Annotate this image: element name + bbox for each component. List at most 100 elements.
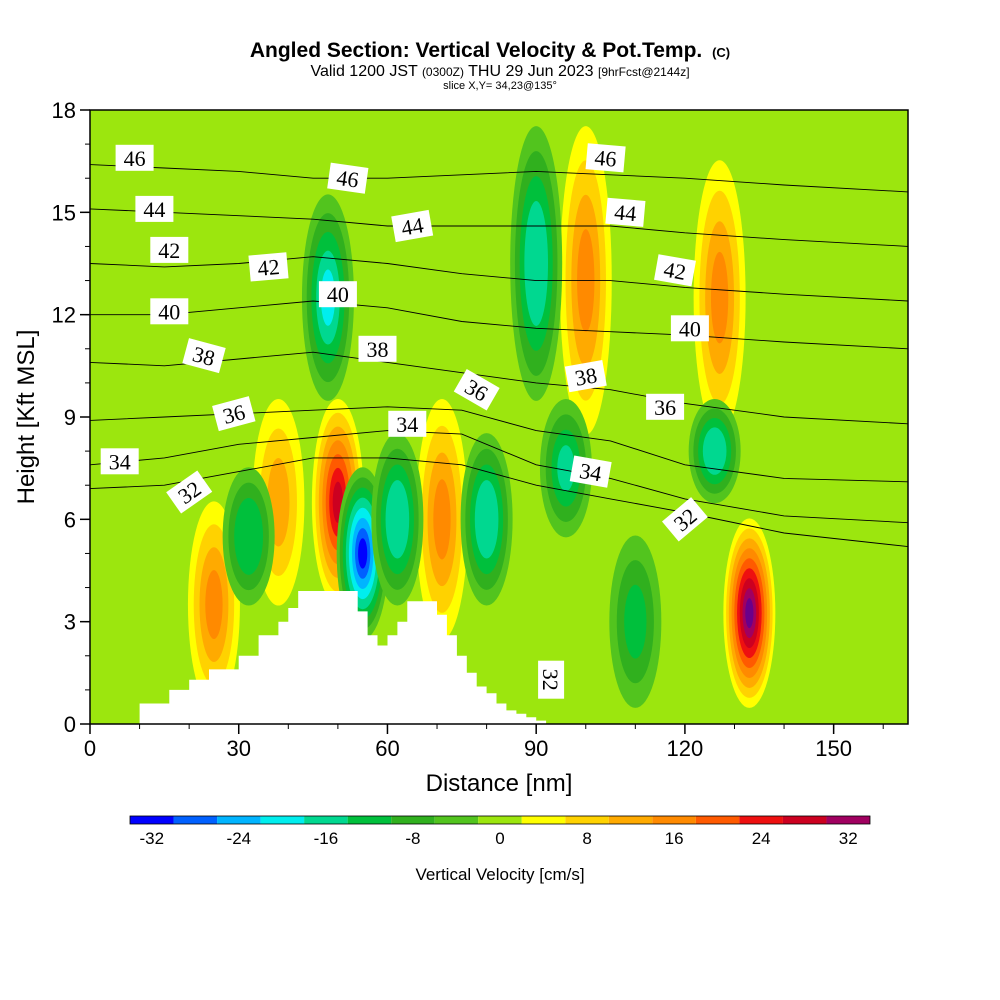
colorbar-swatch [739, 816, 783, 824]
x-axis-label: Distance [nm] [426, 770, 573, 797]
colorbar-swatch [347, 816, 392, 824]
colorbar-swatch [130, 816, 174, 824]
velocity-shade [557, 445, 575, 492]
isentrope-line [90, 208, 908, 247]
contour-label-bg [453, 368, 500, 411]
updraft-column [415, 398, 468, 640]
contour-label-text: 40 [679, 316, 701, 341]
colorbar-swatch [304, 816, 348, 824]
isentrope-line [90, 256, 908, 302]
velocity-shade [529, 226, 544, 301]
contour-label: 42 [654, 254, 696, 287]
x-tick-label: 150 [815, 736, 852, 761]
x-tick-label: 90 [524, 736, 548, 761]
contour-label-bg [538, 660, 565, 699]
contour-label-bg [115, 144, 154, 171]
colorbar-swatch [608, 816, 653, 824]
colorbar-tick-label: 24 [752, 829, 771, 848]
x-tick-label: 0 [84, 736, 96, 761]
downdraft-column [510, 126, 563, 401]
contour-label-text: 40 [158, 299, 180, 324]
y-tick-label: 3 [64, 610, 76, 635]
colorbar-swatch [260, 816, 305, 824]
velocity-shade [707, 436, 722, 466]
contour-label: 44 [605, 197, 646, 227]
contour-label-bg [564, 359, 607, 393]
contour-label: 44 [135, 195, 174, 222]
contour-label-text: 44 [613, 199, 637, 226]
x-axis: 0 30 60 90 120 150 [84, 724, 884, 761]
contour-label: 40 [670, 315, 709, 342]
contour-label-text: 32 [538, 669, 563, 691]
contour-label-bg [100, 448, 139, 475]
isentrope-line [90, 457, 908, 548]
contour-label-text: 46 [335, 165, 360, 193]
colorbar-tick-label: -32 [139, 829, 164, 848]
contour-label: 46 [585, 143, 626, 173]
y-axis-label: Height [Kft MSL] [13, 330, 40, 505]
contour-label: 42 [248, 252, 289, 282]
contour-label-bg [358, 335, 397, 362]
contour-label-bg [135, 195, 174, 222]
contour-label-bg [661, 497, 708, 542]
downdraft-column [222, 467, 275, 606]
x-tick-label: 30 [226, 736, 250, 761]
contour-label-text: 34 [578, 458, 604, 486]
colorbar-swatch [652, 816, 696, 824]
isentrope-line [90, 430, 908, 524]
chart-title: Angled Section: Vertical Velocity & Pot.… [250, 39, 730, 62]
colorbar-tick-label: -16 [314, 829, 339, 848]
velocity-shade [239, 513, 258, 560]
downdraft-column [460, 433, 513, 606]
contour-label: 40 [150, 298, 189, 325]
contour-label-bg [605, 197, 646, 227]
copyright-mark: (C) [712, 45, 730, 60]
contour-label-bg [646, 393, 685, 420]
valid-time-line: Valid 1200 JST (0300Z) THU 29 Jun 2023 [… [310, 63, 689, 80]
colorbar-swatch [782, 816, 827, 824]
contour-label-text: 38 [573, 362, 599, 390]
contour-label-text: 46 [594, 145, 618, 172]
contour-label-bg [569, 455, 612, 488]
colorbar-swatch [173, 816, 218, 824]
contour-label-text: 44 [143, 197, 165, 222]
contour-label: 38 [564, 359, 607, 393]
velocity-shade [390, 495, 405, 543]
contour-label-bg [212, 396, 256, 432]
colorbar-tick-label: 32 [839, 829, 858, 848]
slice-info: slice X,Y= 34,23@135° [443, 80, 557, 92]
colorbar-swatch [478, 816, 522, 824]
contour-label-text: 44 [399, 212, 425, 240]
velocity-shade [624, 584, 647, 659]
colorbar-frame [129, 815, 871, 825]
contour-label: 46 [115, 144, 154, 171]
contour-label-text: 42 [662, 257, 688, 285]
contour-label: 36 [212, 396, 256, 432]
terrain-mask [90, 591, 908, 724]
y-tick-label: 6 [64, 507, 76, 532]
isentrope-line [90, 300, 908, 350]
contour-label-bg [654, 254, 696, 287]
velocity-shade [710, 251, 729, 344]
velocity-shade [479, 495, 494, 543]
contour-label-text: 46 [124, 146, 146, 171]
valid-utc: (0300Z) [422, 65, 464, 79]
x-tick-label: 60 [375, 736, 399, 761]
valid-date: THU 29 Jun 2023 [468, 63, 594, 80]
contour-label: 34 [569, 455, 612, 488]
velocity-shade [358, 538, 368, 569]
colorbar-swatch [521, 816, 566, 824]
y-tick-label: 9 [64, 405, 76, 430]
contour-label-bg [248, 252, 289, 282]
colorbar-tick-label: -24 [227, 829, 252, 848]
contour-label-bg [182, 338, 226, 374]
contour-label-bg [327, 162, 369, 194]
downdraft-column [539, 399, 592, 538]
contour-label-text: 40 [327, 282, 349, 307]
x-tick-label: 120 [667, 736, 704, 761]
contour-label: 34 [388, 410, 427, 437]
colorbar-swatch [217, 816, 261, 824]
contour-label: 34 [100, 448, 139, 475]
